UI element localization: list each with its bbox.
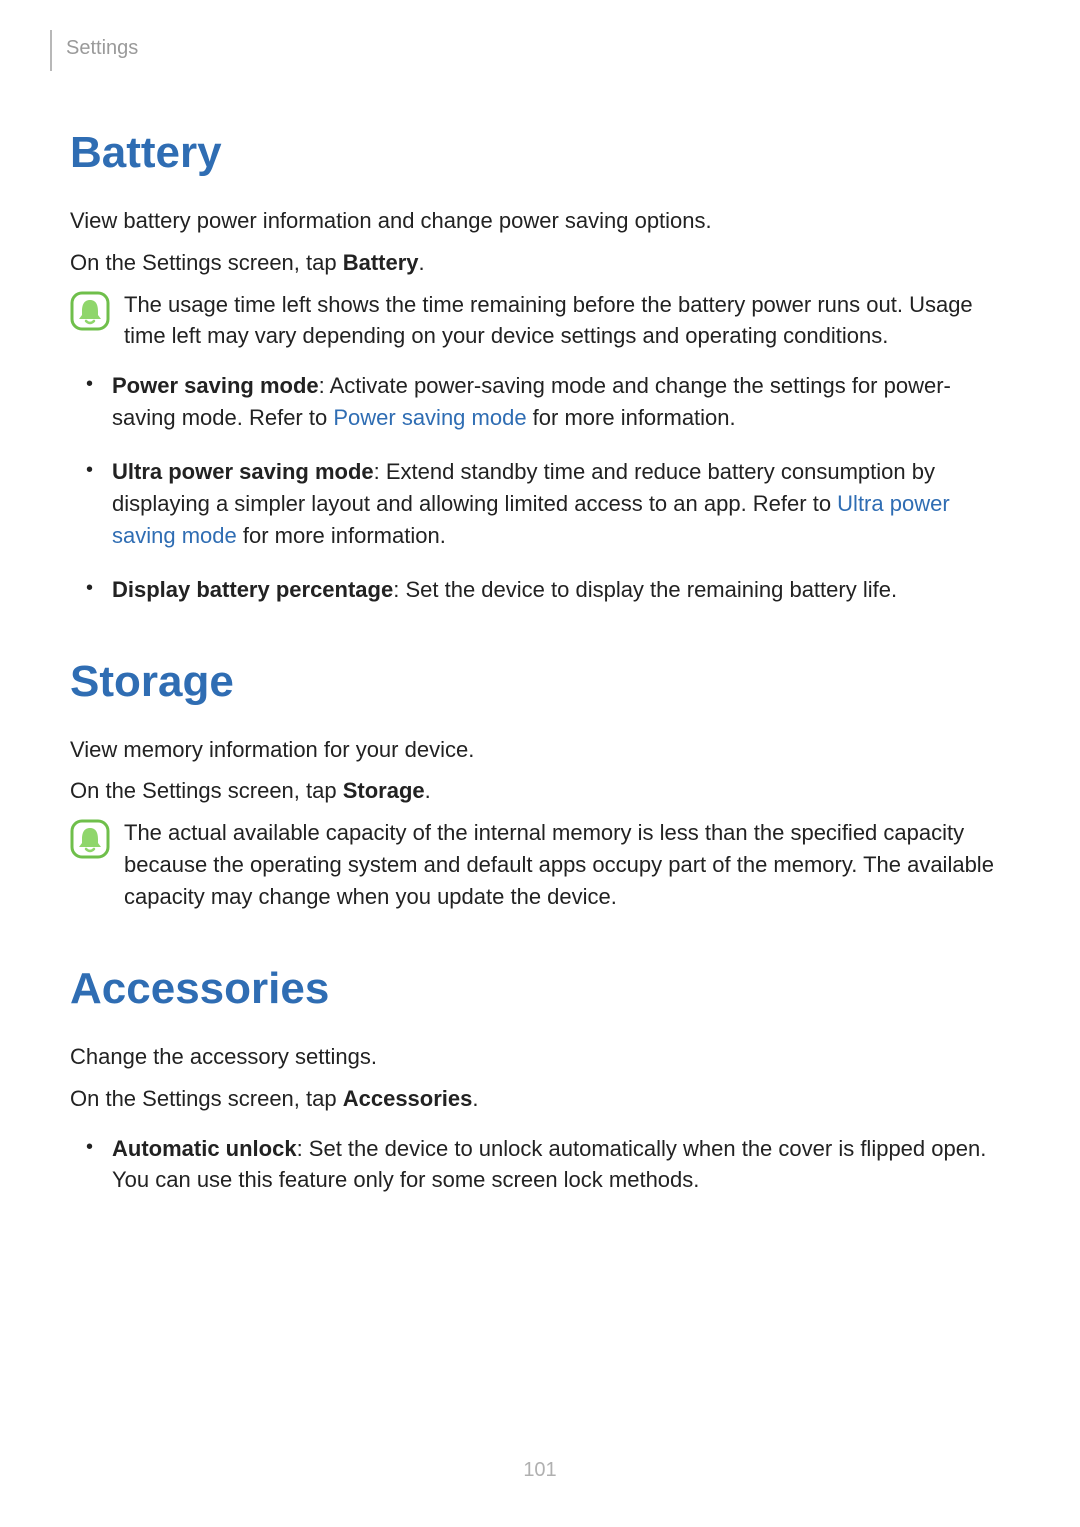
text: . xyxy=(419,250,425,275)
text: On the Settings screen, tap xyxy=(70,250,343,275)
list-item: Ultra power saving mode: Extend standby … xyxy=(70,456,1010,552)
text: On the Settings screen, tap xyxy=(70,778,343,803)
text: On the Settings screen, tap xyxy=(70,1086,343,1111)
battery-note: The usage time left shows the time remai… xyxy=(70,289,1010,353)
instruction-bold: Battery xyxy=(343,250,419,275)
bullet-title: Power saving mode xyxy=(112,373,319,398)
list-item: Automatic unlock: Set the device to unlo… xyxy=(70,1133,1010,1197)
note-text: The usage time left shows the time remai… xyxy=(124,289,1010,353)
info-bell-icon xyxy=(70,819,110,859)
list-item: Power saving mode: Activate power-saving… xyxy=(70,370,1010,434)
breadcrumb: Settings xyxy=(50,30,1010,71)
note-text: The actual available capacity of the int… xyxy=(124,817,1010,913)
text: . xyxy=(472,1086,478,1111)
battery-bullets: Power saving mode: Activate power-saving… xyxy=(70,370,1010,605)
bullet-title: Ultra power saving mode xyxy=(112,459,374,484)
instruction-bold: Storage xyxy=(343,778,425,803)
heading-storage: Storage xyxy=(70,650,1010,714)
list-item: Display battery percentage: Set the devi… xyxy=(70,574,1010,606)
storage-intro: View memory information for your device. xyxy=(70,734,1010,766)
battery-intro: View battery power information and chang… xyxy=(70,205,1010,237)
storage-instruction: On the Settings screen, tap Storage. xyxy=(70,775,1010,807)
text: . xyxy=(425,778,431,803)
bullet-title: Automatic unlock xyxy=(112,1136,297,1161)
battery-instruction: On the Settings screen, tap Battery. xyxy=(70,247,1010,279)
storage-note: The actual available capacity of the int… xyxy=(70,817,1010,913)
text: : Set the device to display the remainin… xyxy=(393,577,897,602)
link-power-saving-mode[interactable]: Power saving mode xyxy=(333,405,526,430)
heading-accessories: Accessories xyxy=(70,957,1010,1021)
text: for more information. xyxy=(237,523,446,548)
text: for more information. xyxy=(527,405,736,430)
accessories-intro: Change the accessory settings. xyxy=(70,1041,1010,1073)
manual-page: Settings Battery View battery power info… xyxy=(0,0,1080,1525)
accessories-bullets: Automatic unlock: Set the device to unlo… xyxy=(70,1133,1010,1197)
instruction-bold: Accessories xyxy=(343,1086,473,1111)
page-number: 101 xyxy=(70,1456,1010,1485)
heading-battery: Battery xyxy=(70,121,1010,185)
bullet-title: Display battery percentage xyxy=(112,577,393,602)
info-bell-icon xyxy=(70,291,110,331)
accessories-instruction: On the Settings screen, tap Accessories. xyxy=(70,1083,1010,1115)
